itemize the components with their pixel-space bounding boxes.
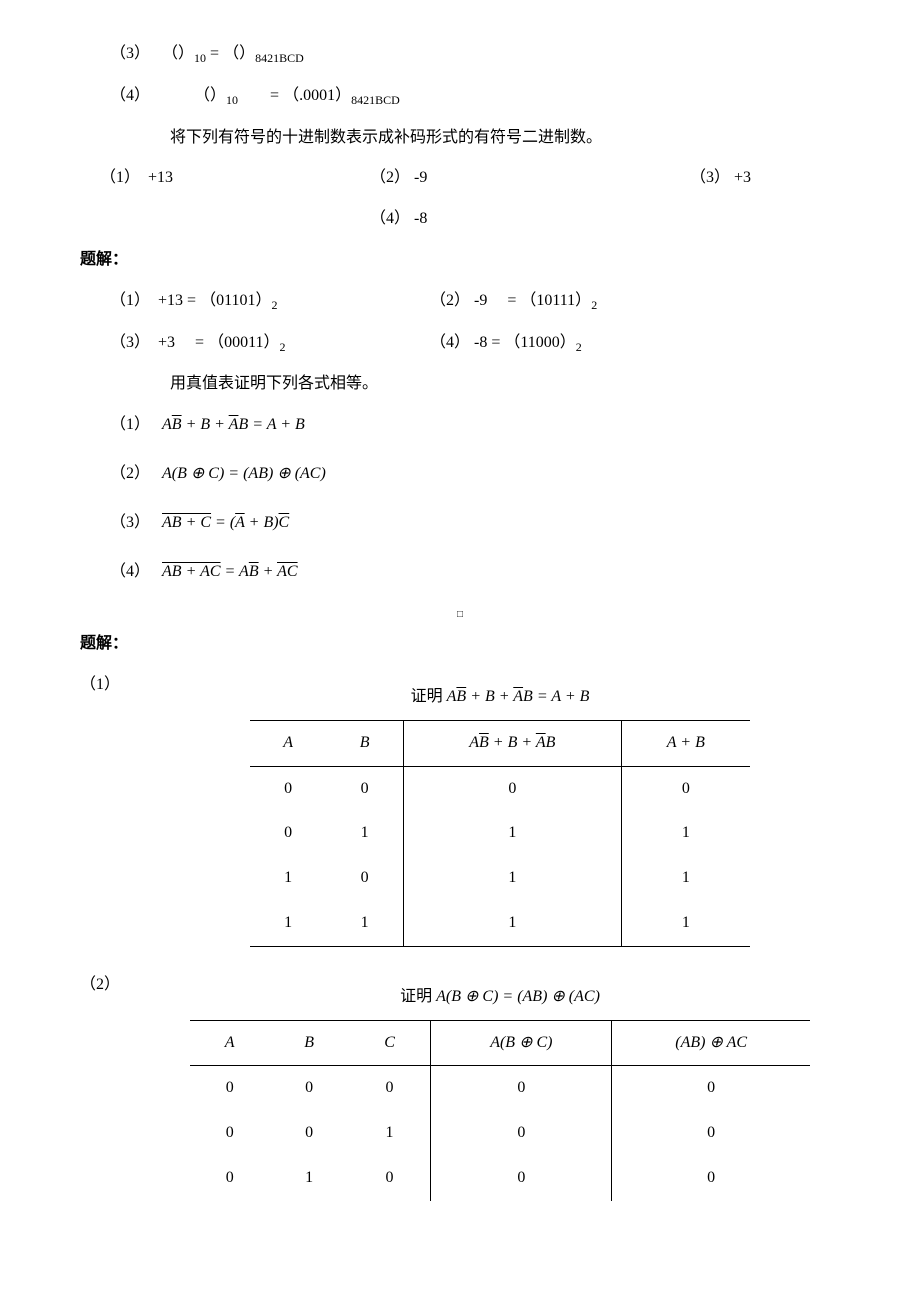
table2-caption: 证明 A(B ⊕ C) = (AB) ⊕ (AC) [130,983,870,1012]
conversion-line-3: （3） （）10 = （）8421BCD [50,40,870,70]
equation-1: （1） AB + B + AB = A + B [50,411,870,440]
section2-title: 用真值表证明下列各式相等。 [50,370,870,399]
num: （3） [110,45,150,62]
table-row: 0000 [250,766,750,811]
solution1-row-2: （3） +3 = （00011）2 （4） -8 = （11000）2 [50,329,870,359]
equation-3: （3） AB + C = (A + B)C [50,509,870,538]
equation-4: （4） AB + AC = AB + AC [50,558,870,587]
problem-row-1: （1） +13 （2） -9 （3） +3 [50,164,870,193]
solution2-label: 题解： [50,630,870,659]
solution1-row-1: （1） +13 = （01101）2 （2） -9 = （10111）2 [50,287,870,317]
table-row: 1111 [250,901,750,946]
truth-table-2-block: （2） 证明 A(B ⊕ C) = (AB) ⊕ (AC) A B C A(B … [50,971,870,1221]
problem-row-2: （4） -8 [50,205,870,234]
table-row: 00000 [190,1066,810,1111]
truth-table-1-block: （1） 证明 AB + B + AB = A + B A B AB + B + … [50,671,870,967]
table1-caption: 证明 AB + B + AB = A + B [130,683,870,712]
table1-section-num: （1） [50,671,130,700]
conversion-line-4: （4） （）10 = （.0001）8421BCD [50,82,870,112]
section1-title: 将下列有符号的十进制数表示成补码形式的有符号二进制数。 [50,124,870,153]
truth-table-2: A B C A(B ⊕ C) (AB) ⊕ AC 00000 00100 010… [190,1020,810,1201]
table-row: 0111 [250,811,750,856]
truth-table-1: A B AB + B + AB A + B 0000 0111 1011 111… [250,720,750,947]
table-row: 01000 [190,1156,810,1201]
table-row: 1011 [250,856,750,901]
solution1-label: 题解： [50,246,870,275]
equation-2: （2） A(B ⊕ C) = (AB) ⊕ (AC) [50,460,870,489]
table2-section-num: （2） [50,971,130,1000]
center-mark: □ [50,606,870,624]
num: （4） [110,87,150,104]
table-row: 00100 [190,1111,810,1156]
